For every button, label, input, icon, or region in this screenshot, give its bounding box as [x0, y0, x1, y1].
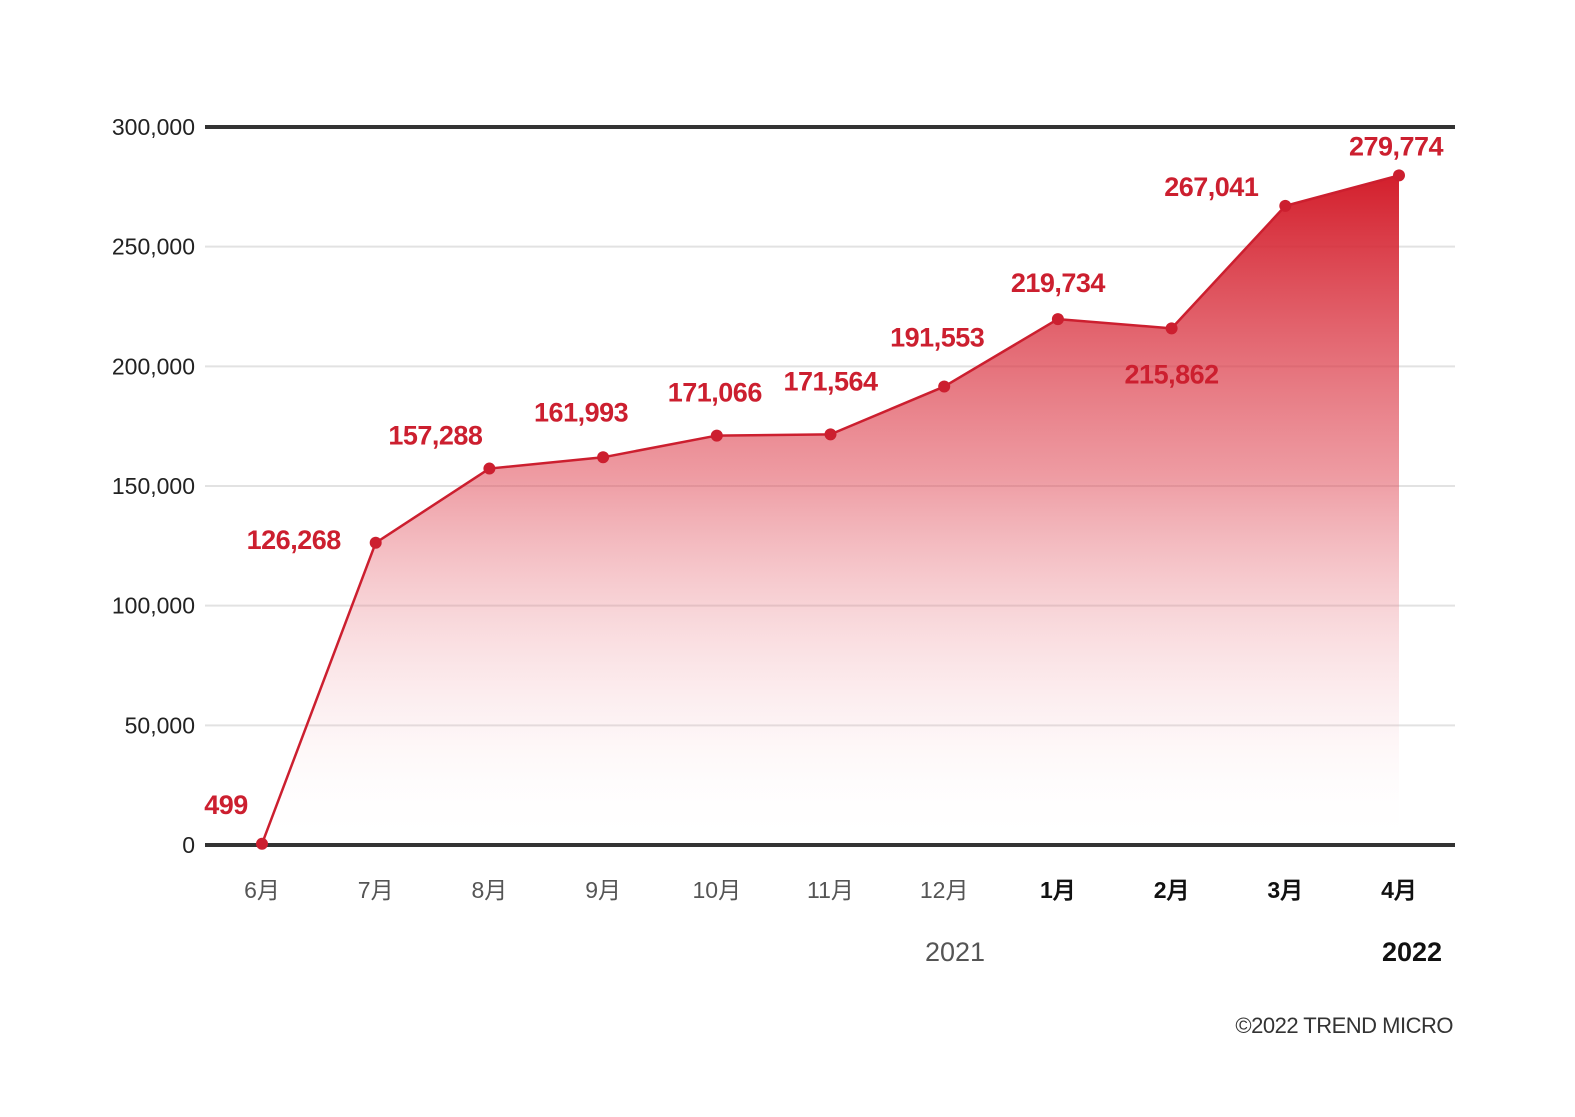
data-label: 499: [204, 790, 248, 820]
y-tick-label: 250,000: [112, 234, 195, 260]
x-tick-label: 1月: [1040, 877, 1076, 903]
y-tick-label: 0: [182, 832, 195, 858]
data-label: 219,734: [1011, 268, 1106, 298]
data-label: 126,268: [247, 525, 342, 555]
data-label: 157,288: [388, 421, 483, 451]
x-tick-label: 4月: [1381, 877, 1417, 903]
data-point: [1279, 199, 1292, 212]
data-point: [1051, 313, 1064, 326]
data-label: 191,553: [890, 323, 985, 353]
y-tick-label: 200,000: [112, 353, 195, 379]
y-tick-label: 50,000: [125, 712, 195, 738]
x-tick-label: 2月: [1154, 877, 1190, 903]
x-tick-label: 10月: [693, 877, 742, 903]
x-tick-label: 3月: [1267, 877, 1303, 903]
y-tick-label: 100,000: [112, 593, 195, 619]
data-point: [710, 429, 723, 442]
data-label: 171,564: [783, 366, 878, 396]
data-point: [1165, 322, 1178, 335]
x-tick-label: 9月: [585, 877, 621, 903]
y-tick-label: 150,000: [112, 473, 195, 499]
data-point: [1393, 169, 1405, 182]
data-label: 161,993: [534, 397, 629, 427]
data-point: [256, 837, 268, 850]
data-point: [369, 536, 382, 549]
area-fill: [262, 175, 1399, 845]
x-tick-label: 7月: [358, 877, 394, 903]
data-label: 171,066: [668, 378, 763, 408]
copyright-text: ©2022 TREND MICRO: [1235, 1013, 1453, 1038]
data-point: [483, 462, 496, 475]
x-tick-label: 11月: [807, 877, 854, 903]
data-label: 279,774: [1349, 131, 1444, 161]
year-label: 2021: [925, 937, 985, 967]
x-tick-label: 6月: [244, 877, 280, 903]
year-label: 2022: [1382, 937, 1442, 967]
data-point: [824, 428, 837, 441]
data-point: [597, 451, 610, 464]
y-tick-label: 300,000: [112, 114, 195, 140]
data-label: 215,862: [1125, 359, 1219, 389]
x-tick-label: 8月: [472, 877, 508, 903]
data-point: [938, 380, 951, 393]
x-tick-label: 12月: [920, 877, 969, 903]
data-label: 267,041: [1164, 172, 1259, 202]
